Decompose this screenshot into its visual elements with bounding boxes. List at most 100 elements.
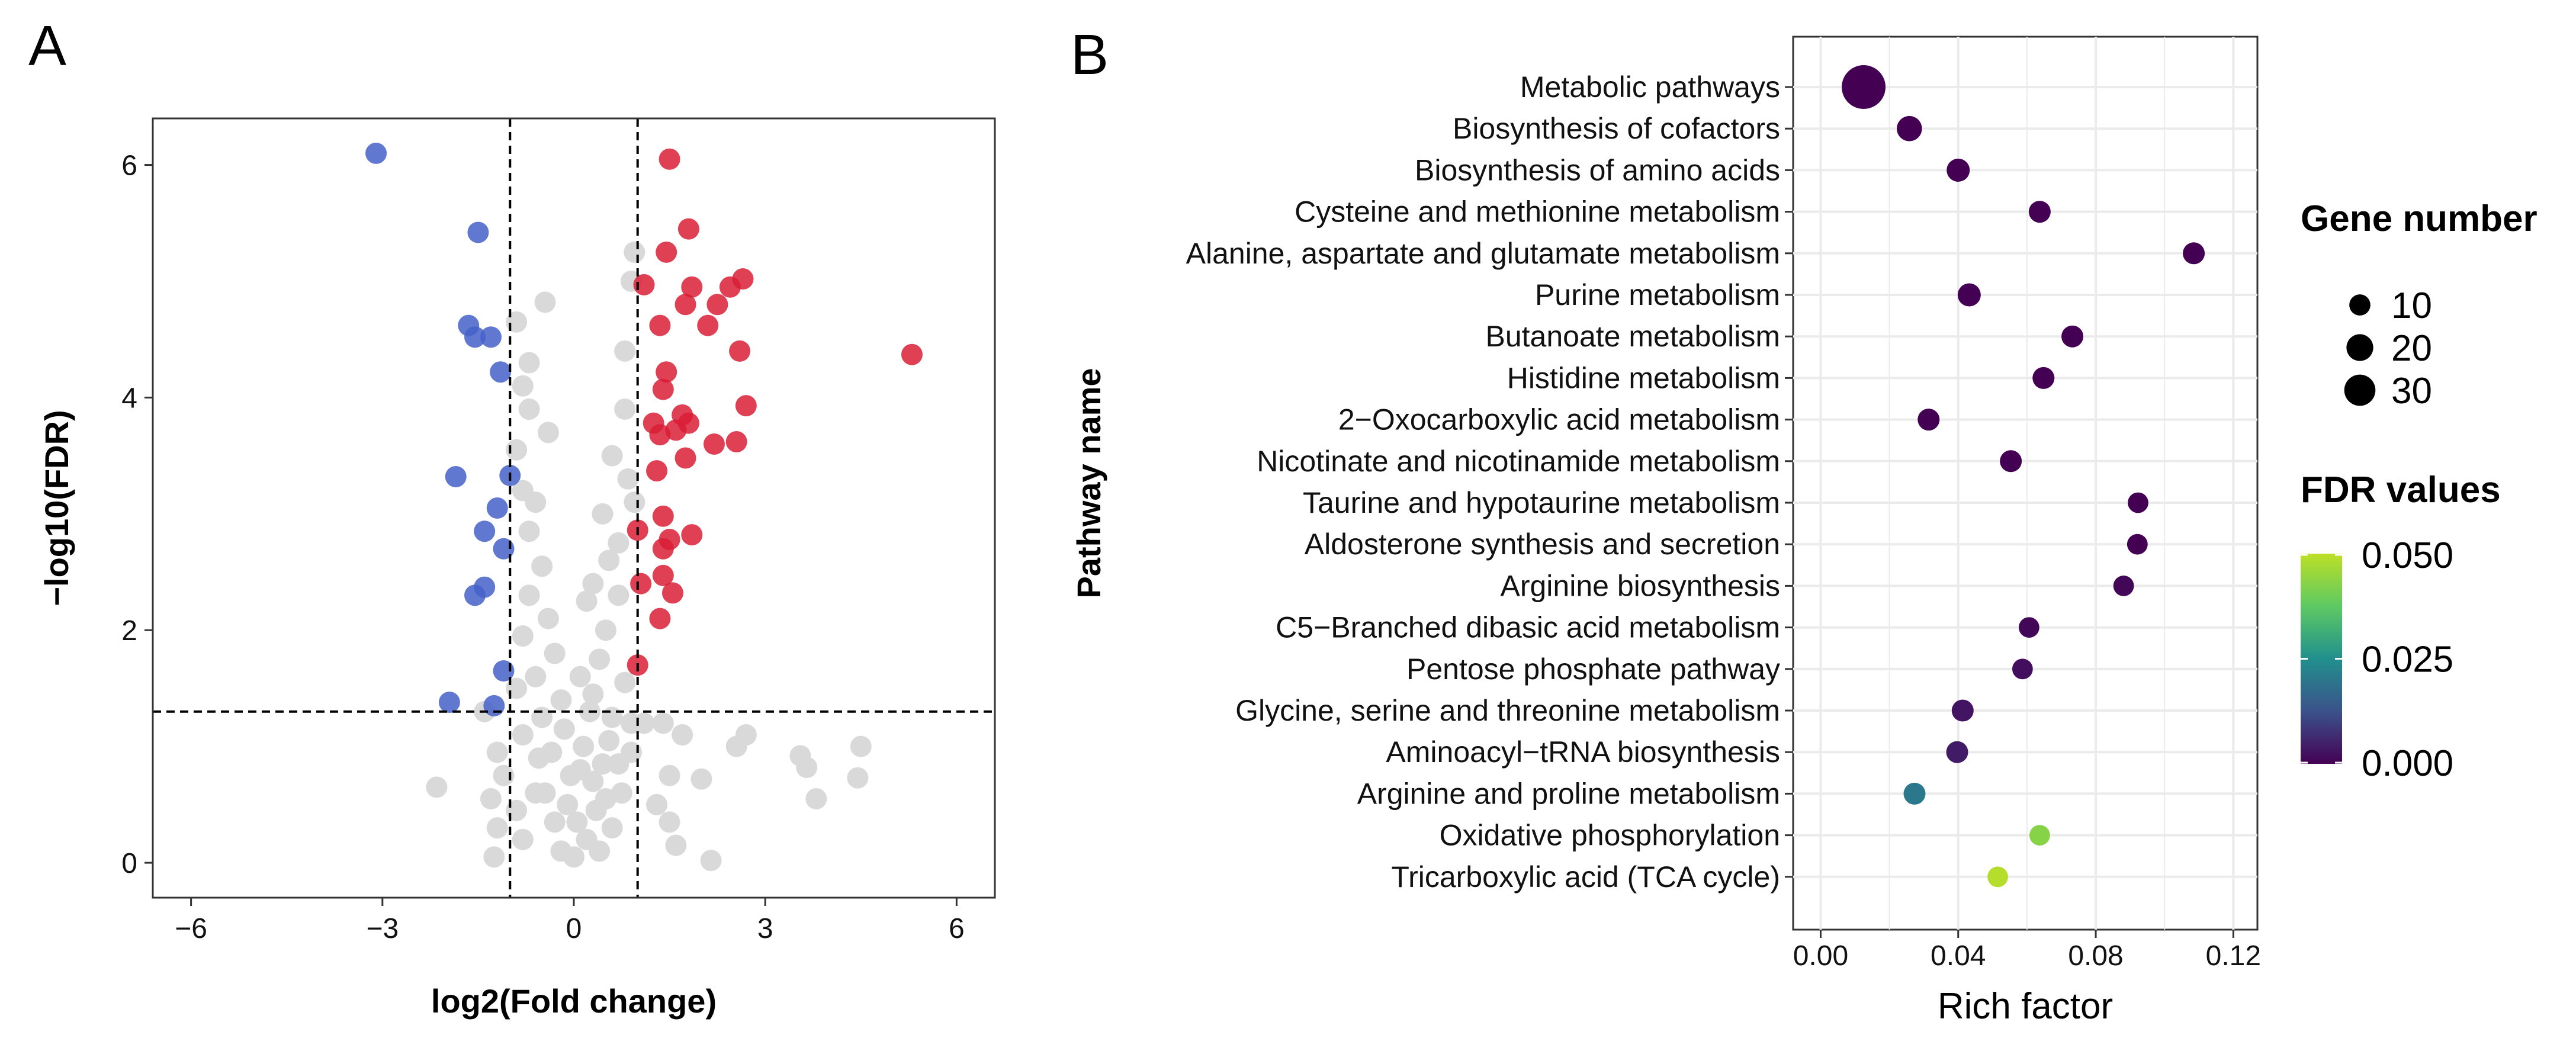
- volcano-point-up: [649, 424, 671, 446]
- volcano-point-not-significant: [537, 608, 559, 629]
- enrichment-dot-plot: Metabolic pathways Biosynthesis of cofact…: [1070, 36, 2261, 1027]
- volcano-point-not-significant: [652, 712, 674, 734]
- size-legend-label: 10: [2391, 285, 2432, 326]
- size-legend-label: 30: [2391, 371, 2432, 412]
- pathway-label: Arginine and proline metabolism: [1357, 777, 1780, 810]
- dot-x-tick-label: 0.08: [2068, 940, 2123, 972]
- volcano-point-down: [464, 326, 486, 348]
- size-legend-title: Gene number: [2301, 198, 2538, 239]
- volcano-x-axis-title: log2(Fold change): [431, 982, 717, 1020]
- pathway-label: Oxidative phosphorylation: [1440, 819, 1780, 852]
- volcano-axes: −6 −3 0 3 6 0 2 4 6: [121, 150, 964, 944]
- pathway-dot: [2012, 658, 2033, 680]
- volcano-point-up: [725, 431, 747, 453]
- volcano-point-not-significant: [566, 811, 588, 833]
- pathway-label: Alanine, aspartate and glutamate metabol…: [1186, 237, 1780, 270]
- volcano-point-not-significant: [518, 584, 540, 606]
- volcano-x-tick-label: −6: [175, 913, 207, 944]
- volcano-point-not-significant: [617, 468, 639, 490]
- volcano-point-not-significant: [563, 846, 584, 868]
- panel-label-a: A: [28, 14, 66, 78]
- volcano-point-down: [480, 326, 502, 348]
- pathway-dot: [1987, 866, 2008, 888]
- volcano-point-up: [674, 294, 696, 316]
- volcano-point-not-significant: [426, 776, 448, 798]
- volcano-point-not-significant: [569, 666, 591, 687]
- color-legend: 0.050 0.025 0.000: [2301, 535, 2453, 784]
- volcano-point-not-significant: [576, 590, 598, 612]
- pathway-label: Biosynthesis of amino acids: [1415, 153, 1780, 187]
- volcano-point-down: [365, 142, 387, 164]
- volcano-point-up: [706, 294, 728, 316]
- pathway-dot: [2061, 325, 2084, 348]
- volcano-point-up: [681, 276, 703, 298]
- volcano-point-down: [474, 520, 496, 542]
- pathway-label: Aminoacyl−tRNA biosynthesis: [1386, 735, 1780, 769]
- dot-x-tick-label: 0.12: [2206, 940, 2261, 972]
- pathway-label: Purine metabolism: [1535, 278, 1780, 311]
- pathway-label: Cysteine and methionine metabolism: [1295, 195, 1780, 229]
- volcano-point-not-significant: [512, 828, 534, 850]
- volcano-point-down: [467, 221, 489, 243]
- volcano-point-down: [490, 361, 512, 383]
- volcano-point-up: [735, 395, 757, 417]
- pathway-label: Pentose phosphate pathway: [1406, 653, 1780, 686]
- volcano-point-not-significant: [518, 399, 540, 420]
- dot-plot-axes: Metabolic pathways Biosynthesis of cofact…: [1186, 70, 2261, 972]
- dot-plot-grid: [1793, 37, 2257, 930]
- volcano-point-not-significant: [493, 764, 515, 786]
- volcano-point-not-significant: [611, 782, 632, 804]
- volcano-point-up: [630, 573, 652, 594]
- volcano-point-down: [483, 695, 505, 716]
- volcano-point-not-significant: [690, 768, 712, 790]
- pathway-label: Tricarboxylic acid (TCA cycle): [1391, 860, 1780, 894]
- volcano-y-tick-label: 2: [121, 615, 137, 647]
- volcano-point-not-significant: [541, 741, 563, 763]
- volcano-point-not-significant: [544, 811, 566, 833]
- pathway-label: C5−Branched dibasic acid metabolism: [1276, 611, 1780, 644]
- volcano-point-not-significant: [595, 619, 616, 641]
- volcano-point-not-significant: [608, 584, 629, 606]
- colorbar-label: 0.025: [2362, 639, 2453, 680]
- volcano-point-not-significant: [557, 793, 579, 815]
- pathway-dot: [1947, 158, 1970, 182]
- volcano-point-not-significant: [646, 793, 668, 815]
- volcano-point-up: [656, 241, 677, 263]
- dot-plot-frame: [1792, 36, 2259, 931]
- volcano-x-tick-label: 3: [757, 913, 773, 944]
- volcano-point-not-significant: [608, 532, 629, 554]
- volcano-point-not-significant: [518, 520, 540, 542]
- pathway-dot: [2183, 242, 2205, 265]
- volcano-point-not-significant: [518, 352, 540, 374]
- volcano-point-not-significant: [525, 666, 547, 687]
- volcano-point-not-significant: [659, 811, 680, 833]
- pathway-dot: [2032, 367, 2055, 389]
- pathway-dot: [1917, 409, 1940, 431]
- volcano-point-not-significant: [796, 757, 818, 779]
- volcano-threshold-lines: [153, 118, 995, 898]
- volcano-point-not-significant: [601, 706, 623, 728]
- volcano-plot: −6 −3 0 3 6 0 2 4 6 log2(Fold change) −log10(FDR…: [38, 117, 996, 1020]
- volcano-point-up: [729, 340, 751, 362]
- volcano-point-not-significant: [534, 291, 556, 313]
- volcano-point-not-significant: [805, 788, 827, 810]
- volcano-x-tick-label: 0: [566, 913, 582, 944]
- volcano-point-not-significant: [850, 735, 872, 757]
- volcano-point-not-significant: [560, 764, 582, 786]
- volcano-point-up: [652, 538, 674, 560]
- pathway-dot: [2028, 201, 2051, 223]
- volcano-point-not-significant: [544, 642, 566, 664]
- volcano-y-tick-label: 6: [121, 150, 137, 182]
- pathway-dot: [1951, 699, 1974, 722]
- volcano-point-up: [649, 314, 671, 336]
- volcano-point-not-significant: [525, 491, 547, 513]
- volcano-point-not-significant: [598, 549, 620, 571]
- volcano-point-not-significant: [531, 706, 553, 728]
- volcano-point-up: [652, 378, 674, 400]
- pathway-label: Glycine, serine and threonine metabolism: [1235, 694, 1780, 727]
- volcano-point-up: [646, 460, 668, 482]
- volcano-point-not-significant: [592, 503, 614, 525]
- volcano-point-not-significant: [483, 846, 505, 868]
- panel-label-b: B: [1071, 23, 1109, 86]
